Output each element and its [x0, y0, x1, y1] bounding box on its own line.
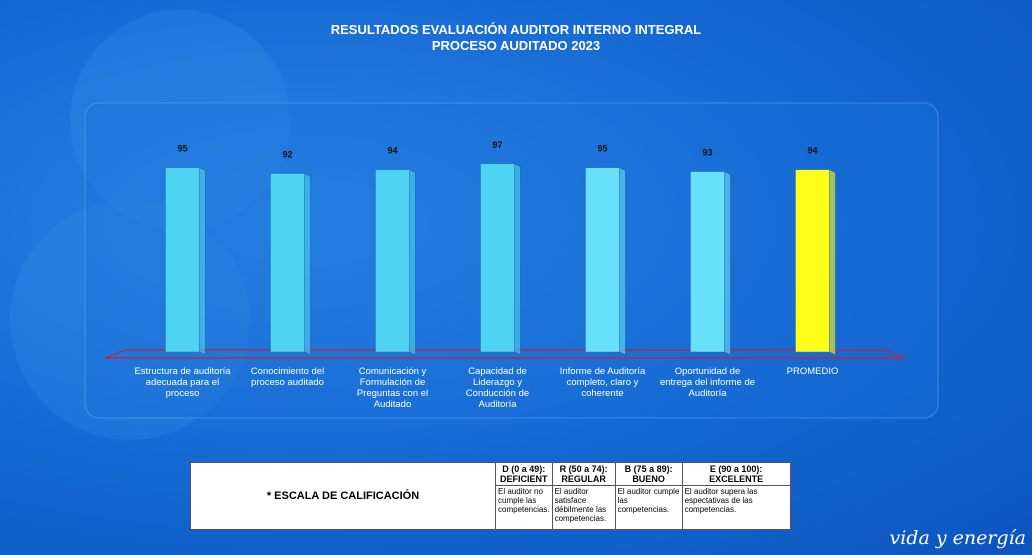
bar-side	[409, 169, 416, 356]
bar-side	[619, 167, 626, 356]
x-tick-label: Informe de Auditoría completo, claro y c…	[559, 366, 646, 399]
bar	[270, 173, 305, 353]
range: R (50 a 74):	[559, 464, 608, 474]
chart-subtitle: PROCESO AUDITADO 2023	[431, 38, 601, 53]
bar-side	[199, 167, 206, 356]
value-label: 92	[282, 150, 292, 160]
value-label: 97	[492, 140, 502, 150]
bar	[165, 167, 200, 353]
bar	[690, 171, 725, 353]
col-header: D (0 a 49): DEFICIENT	[495, 462, 553, 486]
range: E (90 a 100):	[709, 464, 763, 474]
col-header: E (90 a 100): EXCELENTE	[681, 462, 791, 486]
description: El auditor cumple las competencias.	[614, 485, 683, 530]
bar	[480, 163, 515, 353]
table-label: * ESCALA DE CALIFICACIÓN	[190, 462, 496, 530]
grade: DEFICIENT	[500, 474, 548, 484]
x-tick-label: Capacidad de Liderazgo y Conducción de A…	[465, 366, 530, 410]
x-tick-label: Conocimiento del proceso auditado	[250, 366, 325, 388]
description: El auditor satisface débilmente las comp…	[551, 485, 616, 530]
bar-side	[829, 169, 836, 356]
value-label: 94	[387, 146, 397, 156]
value-label: 95	[177, 144, 187, 154]
grade: BUENO	[632, 474, 665, 484]
bar-side	[514, 163, 521, 356]
x-tick-label: Estructura de auditoría adecuada para el…	[134, 366, 231, 399]
range: D (0 a 49):	[502, 464, 546, 474]
range: B (75 a 89):	[624, 464, 673, 474]
bar-side	[304, 173, 311, 356]
bar	[585, 167, 620, 353]
x-tick-label: PROMEDIO	[786, 366, 839, 377]
value-label: 93	[702, 148, 712, 158]
scale-table: * ESCALA DE CALIFICACIÓN D (0 a 49): DEFI…	[190, 462, 791, 530]
chart-title: RESULTADOS EVALUACIÓN AUDITOR INTERNO IN…	[330, 22, 702, 37]
value-label: 95	[597, 144, 607, 154]
bar-side	[724, 171, 731, 356]
footer: vida y energía	[889, 527, 1027, 549]
grade: EXCELENTE	[709, 474, 764, 484]
x-tick-label: Oportunidad de entrega del informe de Au…	[659, 366, 756, 399]
bar	[375, 169, 410, 353]
description: El auditor no cumple las competencias.	[495, 485, 553, 530]
col-header: R (50 a 74): REGULAR	[551, 462, 616, 486]
bar	[795, 169, 830, 353]
x-tick-label: Comunicación y Formulación de Preguntas …	[356, 366, 429, 410]
floor	[104, 349, 906, 359]
decor	[70, 10, 290, 230]
description: El auditor supera las espectativas de la…	[681, 485, 791, 530]
value-label: 94	[807, 146, 817, 156]
col-header: B (75 a 89): BUENO	[614, 462, 683, 486]
grade: REGULAR	[561, 474, 606, 484]
